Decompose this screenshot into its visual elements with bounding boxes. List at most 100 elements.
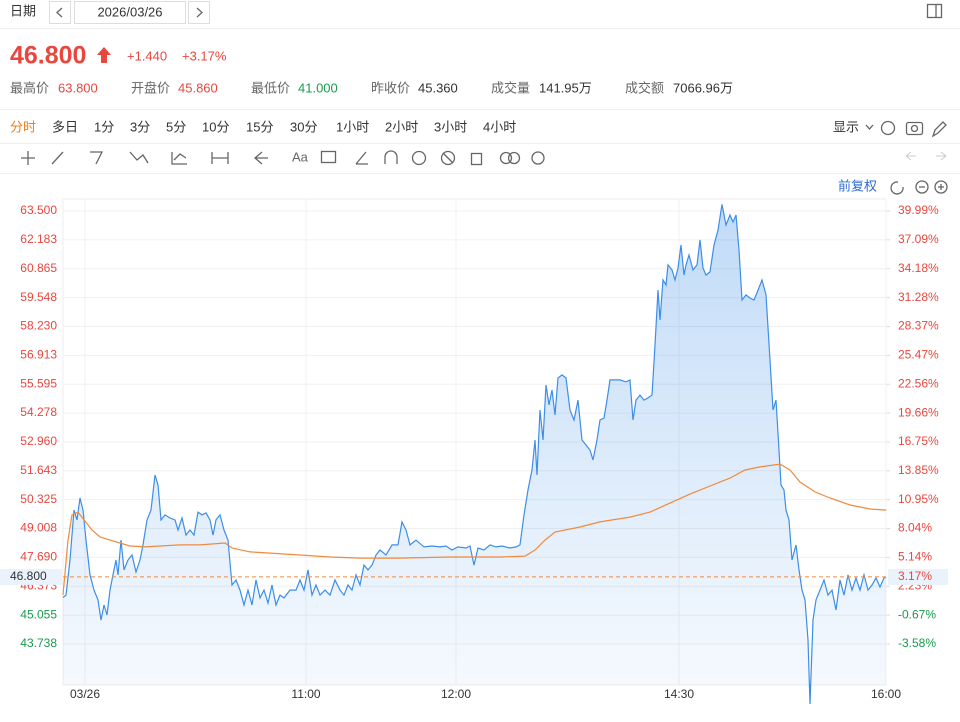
- y2-tick-label: 10.95%: [898, 492, 939, 506]
- y2-tick-label: 22.56%: [898, 376, 939, 390]
- period-tab[interactable]: 3分: [130, 119, 150, 134]
- period-tab[interactable]: 10分: [202, 119, 229, 134]
- change-pct: +3.17%: [182, 48, 227, 63]
- stat-label: 成交额: [625, 80, 664, 95]
- y-tick-label: 59.548: [20, 290, 57, 304]
- line-tool[interactable]: [51, 151, 64, 165]
- y-tick-label: 51.643: [20, 463, 57, 477]
- redo[interactable]: [936, 151, 947, 161]
- display-menu[interactable]: 显示: [833, 119, 859, 134]
- y-tick-label: 60.865: [20, 261, 57, 275]
- up-arrow: [97, 47, 111, 63]
- lock-tool[interactable]: [411, 150, 427, 166]
- period-tab[interactable]: 4小时: [483, 119, 516, 134]
- average-line: [62, 463, 887, 596]
- y2-tick-label: 37.09%: [898, 232, 939, 246]
- panel-icon[interactable]: [926, 3, 943, 19]
- note-tool[interactable]: [320, 150, 337, 164]
- stat-label: 成交量: [491, 80, 530, 95]
- date: 2026/03/26: [97, 4, 162, 19]
- y-tick-label: 49.008: [20, 521, 57, 535]
- y2-tick-label: 19.66%: [898, 405, 939, 419]
- pen-icon[interactable]: [931, 121, 947, 138]
- y2-tick-label: 8.04%: [898, 521, 932, 535]
- camera-icon[interactable]: [905, 121, 924, 136]
- date-box[interactable]: [74, 1, 186, 24]
- compare-tool[interactable]: [499, 151, 513, 165]
- channel-tool[interactable]: [90, 151, 104, 165]
- y-tick-label: 47.690: [20, 550, 57, 564]
- price-line: [62, 204, 887, 705]
- period-tab[interactable]: 2小时: [385, 119, 418, 134]
- angle-tool[interactable]: [355, 151, 368, 165]
- prev-icon: [56, 7, 63, 18]
- stat-value: 7066.96万: [673, 80, 733, 95]
- stat-value: 41.000: [298, 80, 338, 95]
- y2-tick-label: 5.14%: [898, 550, 932, 564]
- y2-tick-label: 28.37%: [898, 319, 939, 333]
- x-tick-label: 16:00: [871, 687, 901, 701]
- period-tab[interactable]: 3小时: [434, 119, 467, 134]
- period-tab[interactable]: 1小时: [336, 119, 369, 134]
- y-tick-label: 52.960: [20, 434, 57, 448]
- fib-tool[interactable]: [171, 152, 187, 165]
- y2-tick-label: -3.58%: [898, 636, 936, 650]
- period-tab[interactable]: 30分: [290, 119, 317, 134]
- x-tick-label: 14:30: [664, 687, 694, 701]
- arrow-tool[interactable]: [254, 151, 268, 165]
- text-tool[interactable]: Aa: [292, 149, 309, 164]
- y2-tick-label: 16.75%: [898, 434, 939, 448]
- y-tick-label: 58.230: [20, 319, 57, 333]
- y2-tick-label: -0.67%: [898, 607, 936, 621]
- stat-label: 昨收价: [371, 80, 410, 95]
- period-tab[interactable]: 1分: [94, 119, 114, 134]
- price-tag-label: 46.800: [10, 569, 47, 583]
- date-label: 日期: [10, 3, 36, 18]
- stat-value: 45.360: [418, 80, 458, 95]
- price-area: [63, 204, 886, 704]
- hide-slash: [442, 152, 454, 164]
- y-tick-label: 45.055: [20, 607, 57, 621]
- y-tick-label: 54.278: [20, 405, 57, 419]
- y-tick-label: 63.500: [20, 203, 57, 217]
- y-tick-label: 55.595: [20, 376, 57, 390]
- y-tick-label: 56.913: [20, 348, 57, 362]
- stat-label: 最低价: [251, 80, 290, 95]
- measure-tool[interactable]: [211, 152, 229, 164]
- stat-value: 63.800: [58, 80, 98, 95]
- gear-tool[interactable]: [531, 151, 545, 165]
- zoom-out[interactable]: [915, 180, 929, 194]
- stat-label: 开盘价: [131, 80, 170, 95]
- adjust-mode[interactable]: 前复权: [838, 178, 877, 193]
- chevron: [865, 124, 874, 130]
- move-tool[interactable]: [21, 151, 35, 165]
- settings-icon[interactable]: [880, 120, 896, 136]
- price-tag: [0, 568, 62, 585]
- next-button[interactable]: [188, 1, 210, 24]
- period-tab[interactable]: 5分: [166, 119, 186, 134]
- y2-tick-label: 25.47%: [898, 348, 939, 362]
- next-icon: [196, 7, 203, 18]
- compare-tool-2: [507, 151, 521, 165]
- x-tick-label: 12:00: [441, 687, 471, 701]
- wave-tool[interactable]: [129, 151, 149, 164]
- undo[interactable]: [905, 151, 916, 161]
- delete-tool[interactable]: [470, 152, 483, 166]
- prev-button[interactable]: [49, 1, 71, 24]
- zoom-in[interactable]: [934, 180, 948, 194]
- magnet-tool[interactable]: [384, 150, 398, 164]
- change: +1.440: [127, 48, 167, 63]
- hide-tool[interactable]: [440, 150, 456, 166]
- pct-tag: [888, 568, 948, 585]
- y-tick-label: 43.738: [20, 636, 57, 650]
- y-tick-label: 62.183: [20, 232, 57, 246]
- x-tick-label: 11:00: [291, 687, 320, 701]
- period-tab[interactable]: 15分: [246, 119, 273, 134]
- stat-value: 45.860: [178, 80, 218, 95]
- reset-icon[interactable]: [890, 181, 904, 195]
- chart: 63.500 62.183 60.865 59.548 58.230 56.913 55.5…: [0, 198, 948, 705]
- period-tab[interactable]: 多日: [52, 119, 78, 134]
- period-tab[interactable]: 分时: [10, 119, 36, 134]
